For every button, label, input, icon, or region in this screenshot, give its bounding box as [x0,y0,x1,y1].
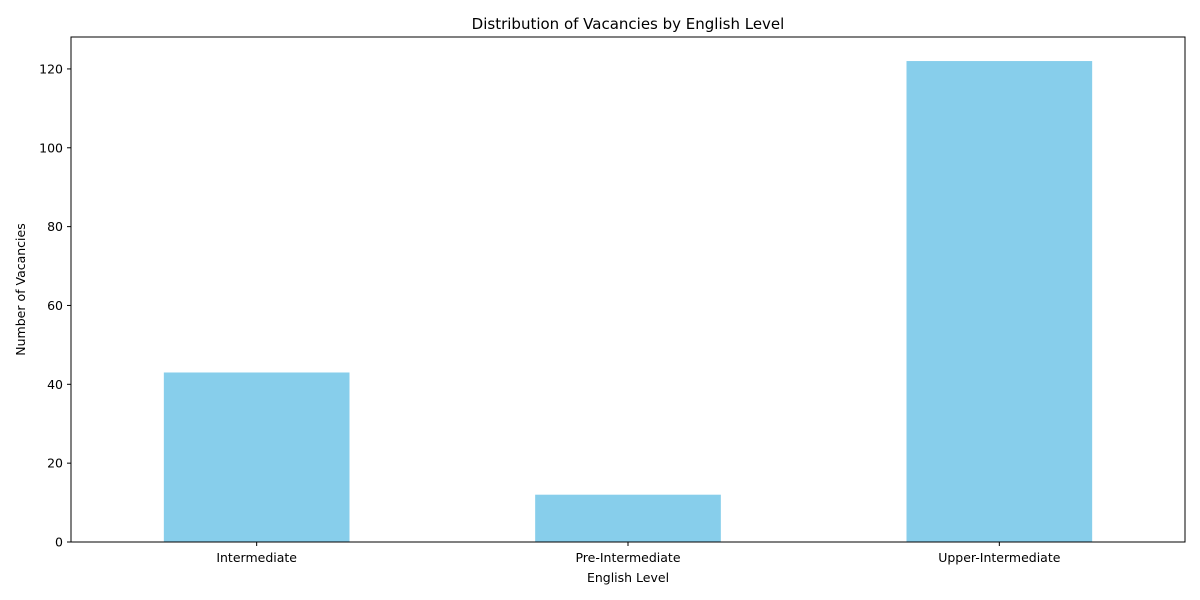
bar-intermediate [163,372,350,542]
x-axis: Intermediate Pre-Intermediate Upper-Interm… [216,542,1061,565]
bar-upper-intermediate [906,61,1093,543]
y-axis-label: Number of Vacancies [13,223,28,355]
y-tick-label: 40 [47,377,63,392]
x-tick-label: Pre-Intermediate [575,550,680,565]
chart-title: Distribution of Vacancies by English Lev… [472,15,785,33]
y-axis: 0 20 40 60 80 100 120 [39,61,71,550]
bar-pre-intermediate [535,494,721,542]
y-tick-label: 120 [39,61,63,76]
y-tick-label: 60 [47,298,63,313]
plot-frame [70,36,1186,543]
x-tick-label: Intermediate [216,550,297,565]
y-tick-label: 20 [47,456,63,471]
y-tick-label: 100 [39,140,63,155]
x-axis-label: English Level [587,570,669,585]
bars-group [163,61,1093,543]
y-tick-label: 0 [55,535,63,550]
x-tick-label: Upper-Intermediate [938,550,1061,565]
y-tick-label: 80 [47,219,63,234]
